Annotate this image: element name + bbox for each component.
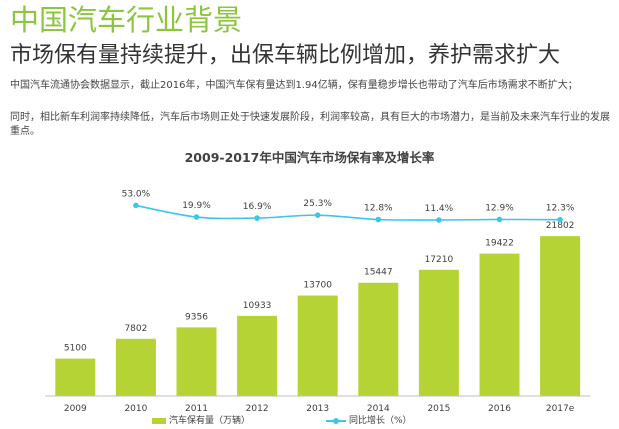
x-tick-label: 2011	[185, 404, 208, 414]
chart-title: 2009-2017年中国汽车市场保有率及增长率	[184, 150, 435, 165]
growth-point	[375, 216, 382, 223]
growth-value-label: 53.0%	[122, 189, 151, 199]
bar-2015	[418, 269, 459, 396]
bar-2016	[479, 253, 520, 396]
x-tick-label: 2010	[124, 404, 147, 414]
growth-value-label: 12.3%	[546, 204, 575, 214]
bar-2014	[358, 282, 399, 396]
growth-point	[133, 202, 139, 209]
x-tick-label: 2015	[427, 404, 450, 414]
x-tick-label: 2012	[246, 404, 269, 414]
legend-line-item: 同比增长（%）	[326, 413, 412, 426]
legend-line-label: 同比增长（%）	[349, 416, 412, 426]
x-tick-label: 2016	[488, 404, 511, 414]
growth-value-label: 11.4%	[425, 204, 454, 214]
x-tick-label: 2017e	[546, 404, 575, 414]
intro-paragraph: 中国汽车流通协会数据显示，截止2016年，中国汽车保有量达到1.94亿辆，保有量…	[10, 80, 578, 91]
growth-point	[496, 216, 503, 223]
growth-line	[135, 204, 561, 221]
bar-2013	[297, 295, 338, 396]
legend-bar-swatch	[152, 417, 166, 424]
bar-value-label: 17210	[425, 255, 454, 265]
legend-line-swatch	[326, 417, 346, 425]
x-tick-label: 2014	[367, 404, 390, 414]
growth-value-label: 19.9%	[182, 201, 211, 211]
bar-2012	[237, 315, 278, 396]
x-tick-label: 2009	[64, 404, 87, 414]
growth-point	[193, 214, 200, 220]
detail-paragraph: 同时，相比新车利润率持续降低，汽车后市场则正处于快速发展阶段，利润率较高，具有巨…	[10, 112, 610, 137]
bar-2010	[115, 338, 156, 396]
growth-point	[254, 215, 260, 221]
bar-2009	[55, 358, 96, 396]
bar-value-label: 21802	[546, 221, 575, 231]
bar-value-label: 9356	[185, 312, 208, 322]
growth-value-label: 12.8%	[364, 204, 393, 214]
bar-value-label: 10933	[243, 301, 272, 311]
bar-2017e	[540, 236, 581, 396]
growth-value-label: 12.9%	[485, 203, 514, 213]
bar-value-label: 13700	[303, 281, 332, 291]
x-tick-label: 2013	[306, 404, 329, 414]
growth-value-label: 16.9%	[243, 202, 272, 212]
bar-2011	[176, 327, 217, 396]
bar-value-label: 15447	[364, 268, 393, 278]
bar-value-label: 7802	[124, 324, 147, 334]
page-subtitle: 市场保有量持续提升，出保车辆比例增加，养护需求扩大	[10, 43, 561, 68]
growth-point	[436, 217, 442, 223]
growth-value-label: 25.3%	[303, 199, 332, 209]
legend-bar-label: 汽车保有量（万辆）	[169, 416, 251, 426]
bar-value-label: 19422	[485, 239, 514, 249]
growth-point	[314, 212, 321, 218]
growth-point	[557, 216, 563, 223]
legend-bar-item: 汽车保有量（万辆）	[152, 413, 250, 426]
bar-value-label: 5100	[64, 344, 87, 354]
page-title: 中国汽车行业背景	[10, 3, 243, 37]
